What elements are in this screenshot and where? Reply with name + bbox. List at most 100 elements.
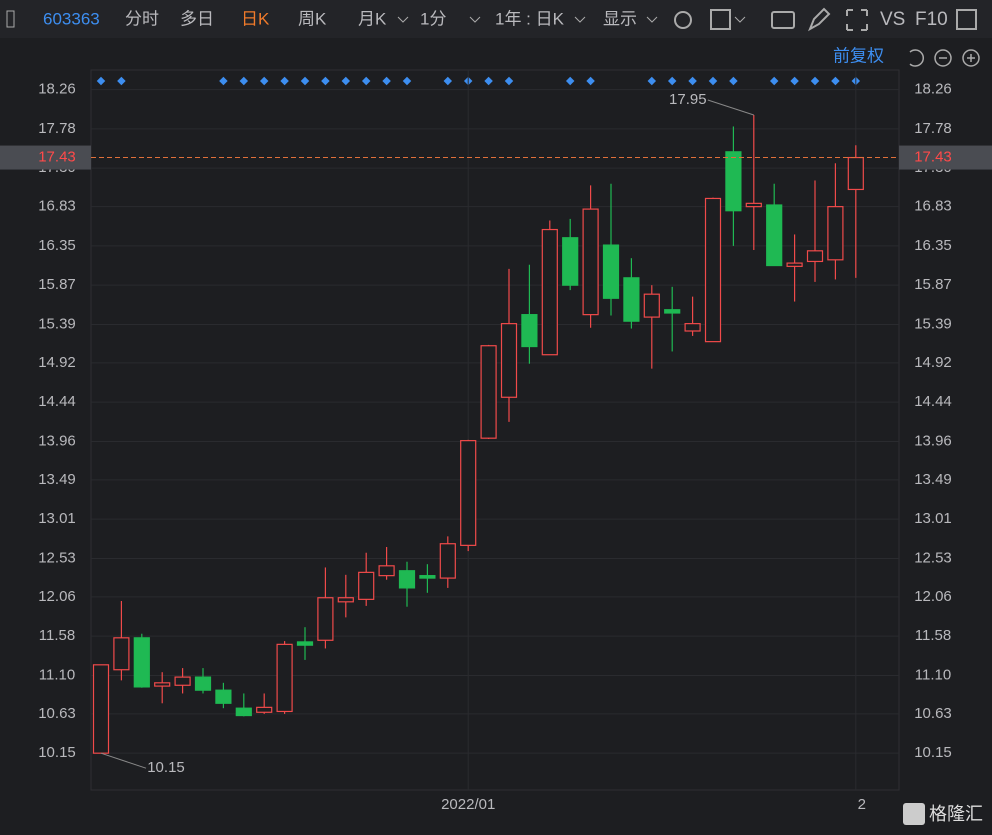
y-tick-label-left: 12.06: [38, 588, 76, 605]
logo-icon: [903, 803, 925, 825]
panel-icon[interactable]: [956, 9, 977, 30]
fullscreen-icon[interactable]: [846, 9, 868, 31]
y-tick-label-left: 10.15: [38, 744, 76, 761]
candle-body: [419, 575, 436, 579]
y-tick-label-right: 10.63: [914, 705, 952, 722]
candle-body: [154, 682, 171, 687]
candle-body: [786, 262, 803, 267]
candle-body: [602, 244, 620, 299]
y-tick-label-right: 18.26: [914, 81, 952, 98]
x-tick-label: 2022/01: [441, 796, 495, 813]
caret: [469, 16, 481, 23]
event-dot: [484, 76, 493, 86]
candle-body: [847, 156, 864, 191]
tab[interactable]: 周K: [298, 9, 327, 28]
y-tick-label-left: 10.63: [38, 705, 76, 722]
y-tick-label-right: 15.39: [914, 315, 952, 332]
candle-body: [480, 345, 497, 439]
caret: [734, 16, 746, 23]
candle-body: [562, 237, 579, 286]
annotation-leader: [707, 99, 754, 116]
candle-body: [745, 202, 762, 208]
vs-button[interactable]: VS: [880, 9, 905, 30]
tab[interactable]: 多日: [180, 9, 214, 28]
y-tick-label-right: 14.92: [914, 354, 952, 371]
candle-body: [460, 440, 477, 546]
tab[interactable]: 1年 : 日K: [495, 9, 565, 28]
tab[interactable]: 1分: [420, 9, 446, 28]
candle-body: [704, 197, 722, 343]
event-dot: [382, 76, 391, 86]
event-dot: [361, 76, 371, 86]
annotation: 10.15: [147, 759, 185, 776]
y-tick-label-right: 17.78: [914, 120, 952, 137]
annotation-leader: [100, 752, 147, 769]
candle-body: [133, 637, 150, 688]
x-tick-label: 2: [858, 796, 866, 813]
event-dot: [402, 76, 412, 86]
candle-body: [725, 151, 742, 212]
event-dot: [300, 76, 310, 86]
event-dot: [96, 76, 106, 86]
y-tick-label-left: 17.78: [38, 120, 76, 137]
candle-body: [276, 643, 293, 713]
settings-icon[interactable]: [674, 11, 692, 29]
candle-body: [92, 664, 110, 754]
y-tick-label-left: 11.58: [39, 627, 75, 644]
candle-body: [398, 570, 416, 589]
candle-body: [358, 571, 375, 600]
zoom-out-icon[interactable]: [934, 49, 952, 67]
last-price-right: 17.43: [914, 149, 952, 166]
tab[interactable]: 月K: [358, 9, 387, 28]
sidebar-icon[interactable]: [6, 10, 15, 28]
caret: [397, 16, 409, 23]
event-dot: [259, 76, 269, 86]
price-box-right: [899, 145, 992, 170]
caret: [574, 16, 586, 23]
y-tick-label-right: 11.58: [915, 627, 951, 644]
box-icon[interactable]: [710, 9, 731, 30]
candle-body: [582, 208, 599, 316]
y-tick-label-left: 13.96: [38, 432, 76, 449]
y-tick-label-left: 13.01: [38, 510, 76, 527]
candle-body: [827, 206, 844, 261]
tab[interactable]: 显示: [603, 9, 637, 28]
event-dot: [239, 76, 249, 86]
candle-body: [500, 323, 518, 398]
event-dot: [504, 76, 514, 86]
candle-body: [806, 250, 824, 263]
annotation: 17.95: [669, 91, 707, 108]
event-dot: [117, 76, 126, 86]
candle-body: [256, 706, 273, 713]
zoom-in-icon[interactable]: [962, 49, 980, 67]
y-tick-label-left: 14.92: [38, 354, 76, 371]
tab-active[interactable]: 日K: [241, 9, 270, 28]
y-tick-label-right: 10.15: [914, 744, 952, 761]
y-tick-label-left: 12.53: [38, 549, 76, 566]
candle-body: [317, 597, 334, 641]
candle-body: [337, 597, 354, 603]
event-dot: [321, 76, 330, 86]
reset-icon[interactable]: [909, 49, 925, 67]
tab[interactable]: 分时: [125, 9, 159, 28]
adjust-mode[interactable]: 前复权: [833, 46, 884, 65]
y-tick-label-right: 14.44: [914, 393, 952, 410]
toolbar: [0, 0, 992, 38]
candle-body: [623, 277, 640, 322]
camera-icon[interactable]: [771, 11, 795, 29]
event-dot: [280, 76, 289, 86]
candle-body: [643, 293, 660, 318]
stock-code[interactable]: 603363: [43, 9, 100, 28]
candle-body: [235, 707, 252, 717]
f10-button[interactable]: F10: [915, 9, 948, 30]
caret: [646, 16, 658, 23]
y-tick-label-left: 16.83: [38, 198, 76, 215]
watermark: 格隆汇: [929, 804, 983, 824]
candle-body: [296, 641, 314, 646]
last-price-left: 17.43: [38, 149, 76, 166]
zoom-in-glyph: [967, 54, 975, 62]
y-tick-label-left: 11.10: [39, 666, 75, 683]
candle-body: [378, 565, 395, 577]
pen-icon[interactable]: [808, 7, 831, 32]
